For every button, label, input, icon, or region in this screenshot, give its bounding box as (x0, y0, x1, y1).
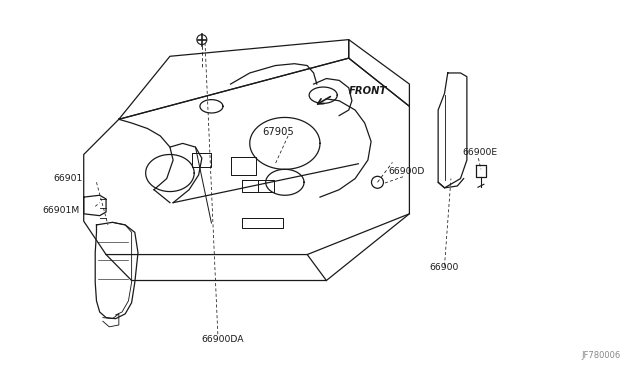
Text: FRONT: FRONT (349, 87, 387, 96)
Text: 66900: 66900 (430, 263, 460, 272)
Text: 67905: 67905 (262, 127, 294, 137)
Text: 66901: 66901 (53, 174, 83, 183)
Text: 66900E: 66900E (462, 148, 497, 157)
Text: 66900D: 66900D (388, 167, 424, 176)
Text: JF780006: JF780006 (581, 351, 620, 360)
Text: 66901M: 66901M (43, 206, 80, 215)
Text: 66900DA: 66900DA (202, 335, 244, 344)
